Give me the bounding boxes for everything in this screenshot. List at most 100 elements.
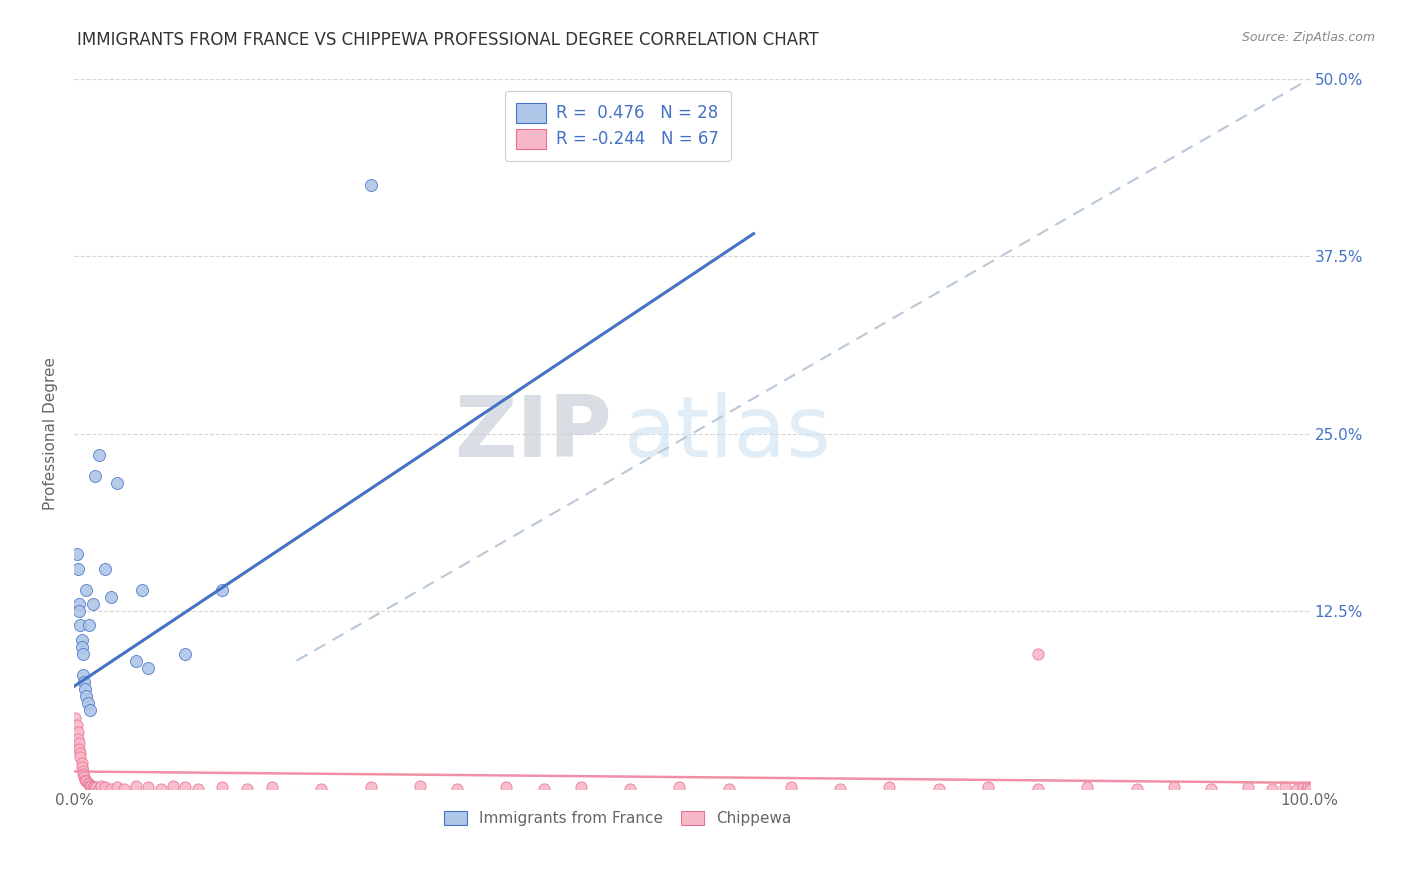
Point: [79, 703, 101, 717]
Point: [211, 582, 233, 597]
Point: [533, 781, 555, 796]
Point: [779, 780, 801, 794]
Point: [136, 661, 159, 675]
Point: [80, 779, 103, 793]
Point: [69, 750, 91, 764]
Point: [1125, 781, 1147, 796]
Point: [1298, 781, 1320, 796]
Point: [136, 780, 159, 794]
Point: [828, 781, 851, 796]
Point: [125, 654, 148, 668]
Legend: Immigrants from France, Chippewa: Immigrants from France, Chippewa: [436, 804, 800, 834]
Point: [84, 781, 107, 796]
Point: [72, 668, 94, 682]
Point: [360, 178, 382, 193]
Point: [149, 781, 172, 796]
Point: [94, 780, 117, 794]
Point: [66, 561, 89, 575]
Point: [76, 776, 98, 790]
Point: [1026, 781, 1049, 796]
Point: [67, 736, 90, 750]
Point: [83, 780, 105, 794]
Point: [65, 547, 87, 561]
Point: [105, 780, 128, 794]
Point: [112, 781, 135, 796]
Point: [72, 647, 94, 661]
Point: [1026, 647, 1049, 661]
Point: [90, 779, 112, 793]
Text: atlas: atlas: [624, 392, 832, 475]
Point: [65, 717, 87, 731]
Point: [174, 647, 197, 661]
Point: [75, 582, 97, 597]
Point: [1163, 780, 1185, 794]
Point: [84, 469, 107, 483]
Point: [72, 767, 94, 781]
Point: [70, 756, 93, 770]
Point: [174, 780, 197, 794]
Point: [125, 779, 148, 793]
Point: [73, 770, 96, 784]
Point: [82, 780, 104, 794]
Point: [211, 780, 233, 794]
Point: [409, 779, 432, 793]
Point: [569, 780, 592, 794]
Point: [187, 781, 209, 796]
Point: [67, 604, 90, 618]
Point: [668, 780, 690, 794]
Point: [79, 779, 101, 793]
Point: [309, 781, 332, 796]
Point: [69, 746, 91, 760]
Point: [75, 774, 97, 789]
Point: [75, 772, 97, 787]
Point: [1236, 780, 1258, 794]
Point: [619, 781, 641, 796]
Point: [70, 640, 93, 654]
Point: [87, 448, 110, 462]
Point: [67, 597, 90, 611]
Point: [1274, 780, 1296, 794]
Point: [75, 690, 97, 704]
Point: [1298, 780, 1320, 794]
Point: [100, 590, 122, 604]
Point: [162, 779, 184, 793]
Point: [1286, 781, 1309, 796]
Text: Source: ZipAtlas.com: Source: ZipAtlas.com: [1241, 31, 1375, 45]
Point: [1292, 780, 1315, 794]
Text: ZIP: ZIP: [454, 392, 612, 475]
Point: [94, 561, 117, 575]
Point: [77, 777, 100, 791]
Point: [70, 632, 93, 647]
Text: IMMIGRANTS FROM FRANCE VS CHIPPEWA PROFESSIONAL DEGREE CORRELATION CHART: IMMIGRANTS FROM FRANCE VS CHIPPEWA PROFE…: [77, 31, 820, 49]
Point: [1076, 780, 1098, 794]
Point: [72, 764, 94, 779]
Y-axis label: Professional Degree: Professional Degree: [44, 358, 58, 510]
Point: [69, 618, 91, 632]
Point: [73, 675, 96, 690]
Point: [100, 781, 122, 796]
Point: [65, 710, 87, 724]
Point: [66, 731, 89, 746]
Point: [879, 780, 901, 794]
Point: [495, 780, 517, 794]
Point: [87, 781, 110, 796]
Point: [82, 597, 104, 611]
Point: [1199, 781, 1222, 796]
Point: [977, 780, 1000, 794]
Point: [66, 724, 89, 739]
Point: [105, 476, 128, 491]
Point: [928, 781, 950, 796]
Point: [1296, 781, 1319, 796]
Point: [236, 781, 259, 796]
Point: [86, 780, 108, 794]
Point: [1261, 781, 1284, 796]
Point: [717, 781, 740, 796]
Point: [131, 582, 153, 597]
Point: [446, 781, 468, 796]
Point: [360, 780, 382, 794]
Point: [77, 618, 100, 632]
Point: [67, 741, 90, 756]
Point: [70, 760, 93, 774]
Point: [76, 697, 98, 711]
Point: [260, 780, 283, 794]
